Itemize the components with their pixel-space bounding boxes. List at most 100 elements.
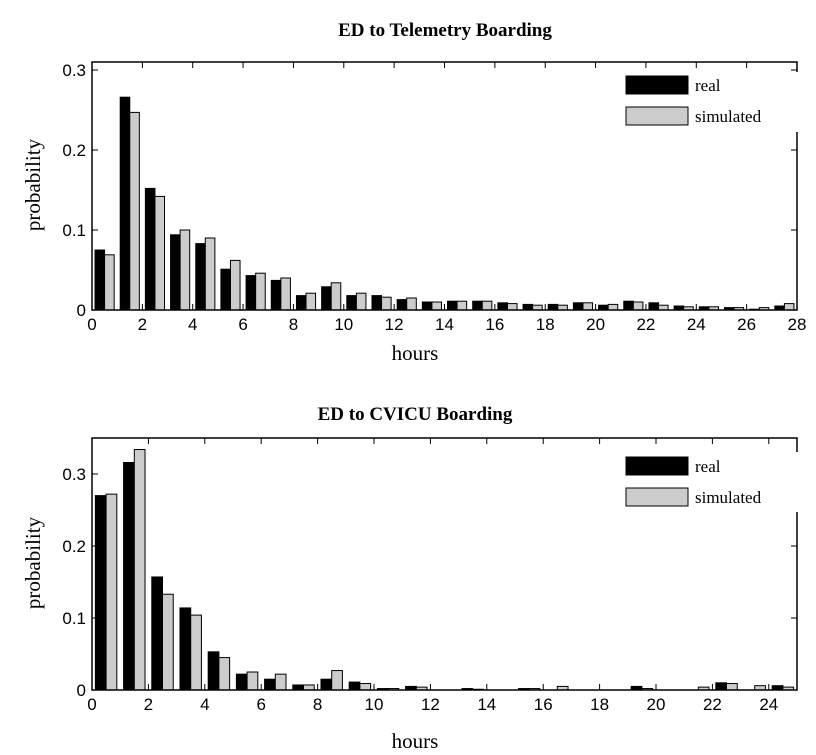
x-tick-label: 22 [703,695,722,714]
bar-simulated [274,673,287,691]
y-tick-label: 0.2 [62,537,86,556]
bar-real [123,461,135,691]
bar-real [572,302,584,311]
axes-frame [91,437,798,691]
y-tick-label: 0.3 [62,61,86,80]
cvicu-panel: ED to CVICU Boarding hours probability 0… [21,404,816,753]
y-axis-label: probability [21,516,45,609]
y-tick-label: 0 [77,681,86,700]
bar-simulated [481,300,493,311]
x-tick-label: 2 [138,315,147,334]
x-tick-label: 0 [87,695,96,714]
bar-simulated [355,292,367,311]
y-tick-label: 0.3 [62,465,86,484]
bar-real [119,96,131,311]
x-tick-label: 12 [385,315,404,334]
legend: real simulated [620,72,816,132]
y-tick-label: 0.1 [62,609,86,628]
bar-real [648,302,660,311]
x-tick-label: 10 [334,315,353,334]
x-tick-label: 26 [737,315,756,334]
x-tick-label: 20 [586,315,605,334]
bar-simulated [359,683,372,691]
bar-simulated [229,259,241,311]
bar-simulated [190,614,202,691]
bar-simulated [381,296,392,311]
x-tick-label: 14 [477,695,496,714]
x-tick-label: 24 [687,315,706,334]
legend-swatch-real [625,75,689,95]
x-tick-label: 16 [534,695,553,714]
bar-real [245,275,257,311]
bar-real [292,684,304,691]
x-tick-label: 8 [313,695,322,714]
x-axis-label: hours [392,341,439,365]
bar-real [371,295,383,311]
bar-real [321,286,332,311]
legend-swatch-real [625,456,689,476]
bar-real [220,268,231,311]
telemetry-panel: ED to Telemetry Boarding hours probabili… [21,20,816,365]
bar-real [144,187,156,311]
x-tick-label: 18 [590,695,609,714]
legend-label-real: real [695,76,721,95]
bar-simulated [582,302,594,311]
bars [94,449,795,691]
bar-simulated [105,493,118,691]
bar-simulated [218,657,231,691]
bar-real [295,295,307,311]
bar-simulated [162,593,174,691]
bar-real [472,300,483,311]
bar-simulated [129,111,140,311]
bar-simulated [607,303,619,311]
legend-swatch-simulated [625,106,689,126]
bar-simulated [255,272,266,311]
bar-simulated [456,300,468,311]
bar-simulated [726,683,738,691]
x-tick-label: 8 [289,315,298,334]
x-tick-label: 18 [536,315,555,334]
bar-real [94,495,107,691]
bar-simulated [783,303,795,311]
bar-real [151,576,163,691]
bar-simulated [330,282,342,311]
y-axis-label: probability [21,138,45,231]
bar-simulated [305,292,317,311]
x-tick-label: 4 [188,315,197,334]
bar-real [623,300,634,311]
legend-label-real: real [695,457,721,476]
bar-real [547,303,559,311]
x-tick-label: 10 [365,695,384,714]
x-tick-label: 2 [144,695,153,714]
bar-simulated [303,684,315,691]
x-tick-label: 6 [256,695,265,714]
bar-real [195,243,206,311]
x-tick-label: 28 [788,315,807,334]
x-tick-label: 22 [636,315,655,334]
x-tick-label: 6 [238,315,247,334]
legend-label-simulated: simulated [695,107,762,126]
x-tick-label: 24 [759,695,778,714]
y-tick-label: 0.1 [62,221,86,240]
legend: real simulated [620,452,816,512]
bar-simulated [104,254,115,311]
bar-real [348,681,361,691]
bar-real [346,295,357,311]
bar-simulated [632,301,644,311]
bar-real [207,651,220,691]
bar-simulated [154,195,166,311]
bar-real [497,302,508,311]
bar-simulated [133,449,146,691]
x-tick-label: 14 [435,315,454,334]
bar-real [320,678,333,691]
bar-real [421,301,433,311]
bar-simulated [331,670,343,691]
y-tick-label: 0 [77,301,86,320]
x-tick-label: 20 [647,695,666,714]
bar-real [179,607,192,691]
bar-simulated [204,237,216,311]
bar-real [396,299,408,311]
